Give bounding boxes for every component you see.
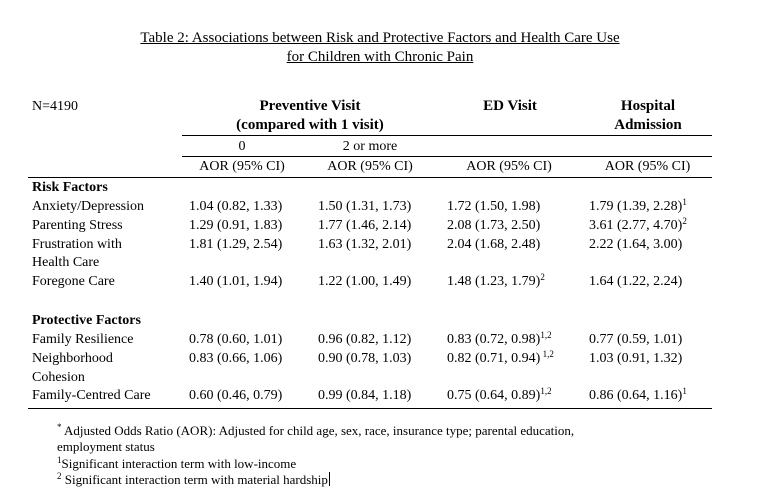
table-bottom-rule — [28, 408, 712, 409]
table-title-line2: for Children with Chronic Pain — [286, 49, 474, 65]
table-cell: 1.72 (1.50, 1.98) — [447, 199, 541, 214]
table-cell: 0.78 (0.60, 1.01) — [189, 332, 283, 347]
table-cell: 0.90 (0.78, 1.03) — [318, 351, 412, 366]
subheader-rule — [182, 156, 712, 157]
footnote-marker: 2 — [57, 471, 62, 481]
table-cell: 1.64 (1.22, 2.24) — [589, 274, 683, 289]
aor-header-col4: AOR (95% CI) — [604, 159, 691, 174]
row-label-continued: Health Care — [32, 255, 100, 270]
footnote-marker: 2 — [682, 216, 687, 226]
row-label: Anxiety/Depression — [32, 199, 144, 214]
table-cell: 2.22 (1.64, 3.00) — [589, 237, 683, 252]
hospital-admission-header: Hospital — [620, 98, 676, 114]
table-cell: 3.61 (2.77, 4.70)2 — [589, 216, 687, 234]
hospital-admission-header-line2: Admission — [614, 117, 682, 133]
header-rule — [182, 135, 712, 136]
footnote-1: 1Significant interaction term with low-i… — [57, 455, 297, 472]
footnote-marker: 2 — [540, 272, 545, 282]
table-cell: 0.96 (0.82, 1.12) — [318, 332, 412, 347]
table-cell: 1.40 (1.01, 1.94) — [189, 274, 283, 289]
row-label: Parenting Stress — [32, 218, 123, 233]
table-cell: 1.50 (1.31, 1.73) — [318, 199, 412, 214]
footnote-asterisk: * — [57, 422, 62, 432]
table-cell: 0.75 (0.64, 0.89)1,2 — [447, 386, 552, 404]
footnote-marker: 1,2 — [540, 386, 552, 396]
preventive-visit-header: Preventive Visit — [259, 98, 361, 114]
sample-size-label: N=4190 — [32, 99, 79, 114]
footnote-aor: * Adjusted Odds Ratio (AOR): Adjusted fo… — [57, 422, 575, 439]
table-title-line1: Table 2: Associations between Risk and P… — [140, 30, 620, 46]
footnote-marker: 1,2 — [540, 330, 552, 340]
footnote-aor-continued: employment status — [57, 439, 155, 454]
table-cell: 0.82 (0.71, 0.94) 1,2 — [447, 349, 554, 367]
table-cell: 0.86 (0.64, 1.16)1 — [589, 386, 687, 404]
table-cell: 0.83 (0.66, 1.06) — [189, 351, 283, 366]
table-cell: 1.22 (1.00, 1.49) — [318, 274, 412, 289]
row-label-continued: Cohesion — [32, 370, 85, 385]
table-cell: 0.99 (0.84, 1.18) — [318, 388, 412, 403]
table-cell: 1.77 (1.46, 2.14) — [318, 218, 412, 233]
table-body-rule — [28, 177, 712, 178]
table-cell: 1.48 (1.23, 1.79)2 — [447, 272, 545, 290]
table-cell: 0.83 (0.72, 0.98)1,2 — [447, 330, 552, 348]
table-cell: 0.77 (0.59, 1.01) — [589, 332, 683, 347]
row-label: Foregone Care — [32, 274, 115, 289]
table-cell: 1.81 (1.29, 2.54) — [189, 237, 283, 252]
footnote-marker: 1 — [682, 197, 687, 207]
row-label: Family Resilience — [32, 332, 134, 347]
subheader-zero-visits: 0 — [238, 139, 246, 154]
ed-visit-header: ED Visit — [483, 98, 537, 114]
footnote-marker: 1 — [57, 455, 62, 465]
preventive-visit-subheader: (compared with 1 visit) — [236, 117, 384, 133]
aor-header-col1: AOR (95% CI) — [199, 159, 285, 174]
aor-header-col2: AOR (95% CI) — [327, 159, 413, 174]
table-cell: 1.63 (1.32, 2.01) — [318, 237, 412, 252]
footnote-marker: 1 — [682, 386, 687, 396]
row-label: Neighborhood — [32, 351, 113, 366]
table-cell: 1.29 (0.91, 1.83) — [189, 218, 283, 233]
table-cell: 0.60 (0.46, 0.79) — [189, 388, 283, 403]
row-label: Family-Centred Care — [32, 388, 151, 403]
footnote-marker: 1,2 — [540, 349, 554, 359]
table-cell: 2.04 (1.68, 2.48) — [447, 237, 541, 252]
table-cell: 2.08 (1.73, 2.50) — [447, 218, 541, 233]
section-title-protective: Protective Factors — [32, 313, 141, 328]
footnote-2: 2 Significant interaction term with mate… — [57, 471, 330, 487]
table-cell: 1.03 (0.91, 1.32) — [589, 351, 683, 366]
aor-header-col3: AOR (95% CI) — [466, 159, 552, 174]
subheader-two-or-more-visits: 2 or more — [342, 139, 398, 154]
table-cell: 1.79 (1.39, 2.28)1 — [589, 197, 687, 215]
text-cursor — [328, 472, 330, 486]
table-cell: 1.04 (0.82, 1.33) — [189, 199, 283, 214]
section-title-risk: Risk Factors — [32, 180, 108, 195]
row-label: Frustration with — [32, 237, 122, 252]
